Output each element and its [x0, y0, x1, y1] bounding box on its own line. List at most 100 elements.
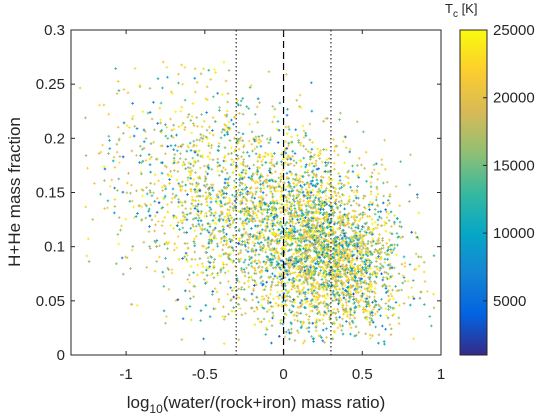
data-point-375: [339, 224, 342, 227]
data-point-308: [242, 288, 246, 291]
data-point-260: [287, 144, 290, 148]
data-point-18: [384, 271, 388, 274]
data-point-108: [280, 274, 284, 277]
data-point-398: [313, 153, 316, 157]
y-tick-label: 0.25: [36, 76, 65, 93]
data-point-270: [365, 261, 368, 264]
data-point-115: [297, 221, 301, 224]
data-point-144: [310, 305, 314, 308]
data-point-219: [432, 306, 436, 310]
y-tick-label: 0.3: [44, 22, 65, 39]
data-point-40: [360, 260, 364, 263]
data-point-323: [362, 246, 365, 250]
data-point-318: [385, 180, 389, 184]
data-point-135: [348, 195, 351, 198]
data-point-216: [293, 339, 297, 342]
data-point-329: [338, 175, 342, 178]
data-point-63: [403, 265, 407, 268]
data-point-168: [400, 225, 403, 229]
data-point-41: [414, 267, 418, 271]
data-point-311: [264, 333, 268, 336]
x-axis-label-sub: 10: [149, 402, 163, 416]
data-point-287: [341, 317, 344, 321]
y-tick-label: 0.2: [44, 130, 65, 147]
x-tick-label: 1: [437, 366, 445, 383]
data-point-215: [384, 302, 388, 305]
data-point-14: [346, 176, 350, 180]
data-point-148: [350, 226, 353, 230]
data-point-154: [344, 257, 347, 260]
data-point-102: [311, 293, 315, 297]
data-point-97: [347, 268, 350, 272]
data-point-350: [432, 292, 435, 296]
data-point-134: [368, 310, 372, 314]
x-axis-label-log: log: [127, 393, 150, 412]
x-axis-label: log10(water/(rock+iron) mass ratio): [127, 393, 386, 416]
data-point-243: [332, 214, 335, 217]
data-point-346: [317, 334, 320, 338]
data-point-364: [304, 301, 308, 305]
data-point-77: [349, 290, 353, 294]
data-point-103: [251, 240, 255, 244]
data-point-319: [334, 194, 338, 197]
data-point-53: [371, 222, 374, 226]
data-point-150: [368, 227, 371, 231]
data-point-75: [412, 297, 416, 300]
data-point-388: [297, 190, 301, 194]
data-point-309: [363, 222, 367, 225]
x-tick-label: 0: [279, 366, 287, 383]
colorbar-gradient: [459, 29, 488, 356]
x-tick-label: -0.5: [192, 366, 218, 383]
data-point-167: [275, 199, 279, 203]
data-point-228: [334, 187, 338, 191]
data-point-405: [400, 262, 404, 266]
data-point-286: [387, 294, 390, 298]
y-tick-label: 0.05: [36, 293, 65, 310]
data-point-279: [269, 285, 273, 289]
data-point-345: [359, 242, 363, 246]
data-point-368: [341, 263, 345, 267]
data-point-280: [280, 247, 283, 250]
data-point-365: [338, 187, 342, 190]
data-point-425: [392, 248, 395, 252]
data-point-83: [383, 342, 386, 346]
data-point-414: [316, 298, 320, 302]
data-point-205: [272, 254, 276, 258]
data-point-51: [371, 334, 374, 338]
y-tick-label: 0.15: [36, 185, 65, 202]
y-tick-label: 0: [57, 347, 65, 364]
data-point-82: [362, 262, 365, 266]
data-point-166: [314, 329, 318, 333]
x-tick-label: 0.5: [352, 366, 373, 383]
data-point-12: [356, 185, 359, 188]
y-axis-label: H+He mass fraction: [5, 117, 24, 267]
data-point-284: [366, 270, 369, 273]
data-point-225: [422, 260, 426, 264]
data-point-404: [358, 230, 362, 233]
data-point-3: [300, 185, 304, 189]
data-point-99: [413, 268, 416, 271]
data-point-272: [368, 175, 372, 178]
colorbar: 5000 10000 15000 20000 25000 Tc [K]: [445, 1, 535, 356]
data-point-403: [390, 232, 394, 236]
data-point-338: [386, 199, 390, 202]
data-point-194: [291, 271, 295, 275]
data-point-413: [381, 244, 385, 247]
data-point-95: [370, 261, 373, 264]
data-point-184: [382, 340, 386, 343]
data-point-399: [323, 341, 326, 344]
data-point-23: [295, 242, 299, 245]
data-point-38: [371, 308, 375, 311]
data-point-298: [387, 308, 390, 311]
data-point-330: [288, 299, 292, 303]
data-point-91: [255, 204, 258, 208]
data-point-420: [377, 251, 380, 255]
data-point-217: [343, 203, 346, 206]
data-point-384: [382, 194, 385, 198]
data-point-76: [384, 229, 388, 233]
data-point-222: [386, 203, 389, 207]
data-point-20: [328, 302, 332, 306]
data-point-259: [325, 336, 328, 339]
data-point-179: [328, 178, 332, 182]
